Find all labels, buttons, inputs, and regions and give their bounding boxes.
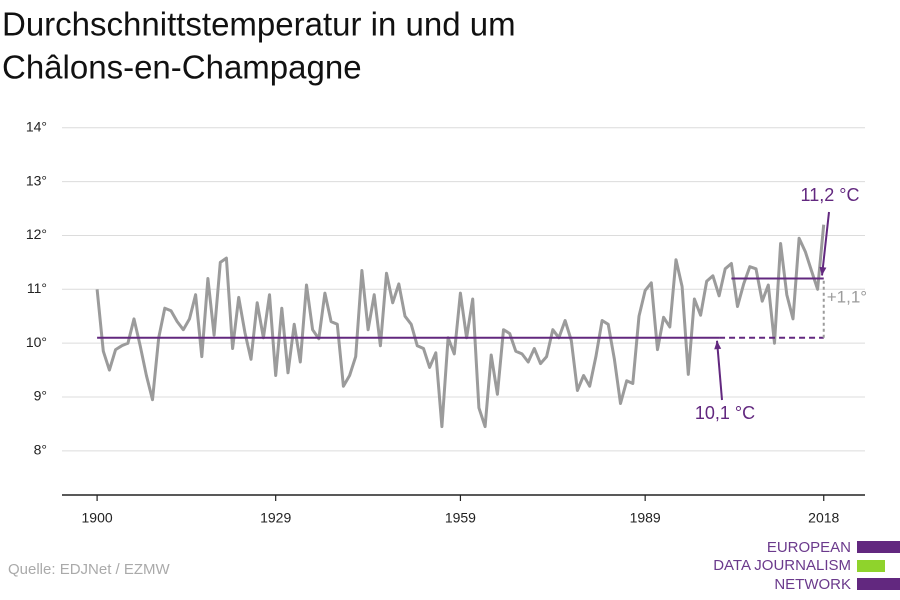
y-tick-label: 11° xyxy=(27,280,47,296)
logo-text: NETWORK xyxy=(774,576,851,593)
logo-bar xyxy=(857,578,900,590)
annotation-arrow xyxy=(716,340,723,401)
logo-bar xyxy=(857,541,900,553)
arrow-head xyxy=(714,340,722,350)
arrow-head xyxy=(819,266,827,276)
y-tick-label: 13° xyxy=(26,172,47,188)
logo: EUROPEAN DATA JOURNALISM NETWORK xyxy=(713,539,900,593)
y-tick-label: 14° xyxy=(26,118,47,134)
logo-text: DATA JOURNALISM xyxy=(713,557,851,574)
annotation-label: 11,2 °C xyxy=(801,185,860,205)
y-tick-label: 9° xyxy=(34,388,47,404)
logo-bar xyxy=(857,560,885,572)
x-tick-label: 1929 xyxy=(260,510,291,526)
x-tick-label: 1959 xyxy=(445,510,476,526)
data-line xyxy=(95,224,826,429)
x-tick-label: 2018 xyxy=(808,510,839,526)
chart-title: Durchschnittstemperatur in und um xyxy=(2,6,516,43)
annotation-arrow xyxy=(821,211,830,276)
logo-text: EUROPEAN xyxy=(767,539,851,556)
x-tick-label: 1989 xyxy=(630,510,661,526)
difference-label: +1,1° xyxy=(827,287,867,306)
chart-title: Châlons-en-Champagne xyxy=(2,49,362,86)
y-tick-label: 8° xyxy=(34,442,47,458)
y-tick-label: 12° xyxy=(26,226,47,242)
x-tick-label: 1900 xyxy=(82,510,113,526)
y-tick-label: 10° xyxy=(26,334,47,350)
annotation-label: 10,1 °C xyxy=(695,403,755,423)
source: Quelle: EDJNet / EZMW xyxy=(8,561,171,578)
